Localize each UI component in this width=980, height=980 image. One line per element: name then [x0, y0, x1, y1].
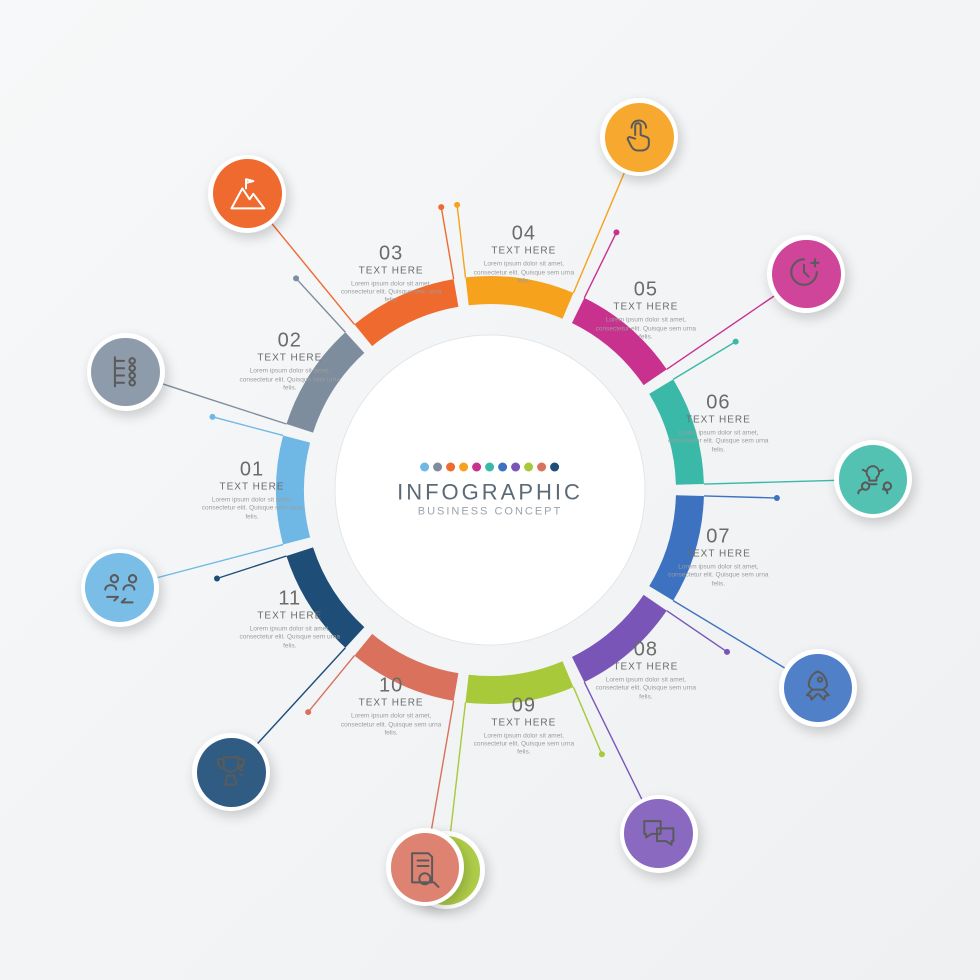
- clock-plus-icon: [784, 252, 828, 296]
- trophy-icon: [209, 750, 253, 794]
- ring-segment-08: [578, 603, 655, 670]
- icon-circle-04: [600, 98, 678, 176]
- icon-circle-07: [779, 649, 857, 727]
- ring-segment-01: [290, 439, 297, 541]
- ring-segment-07: [661, 496, 690, 594]
- ring-segment-09: [467, 674, 568, 690]
- ring-segment-10: [363, 645, 456, 687]
- ring-segment-06: [661, 387, 690, 485]
- icon-circle-11: [192, 733, 270, 811]
- center-title-text: INFOGRAPHIC: [397, 480, 583, 506]
- doc-search-icon: [403, 846, 447, 890]
- mountain-flag-icon: [226, 172, 270, 216]
- org-chart-icon: [104, 350, 148, 394]
- rocket-icon: [796, 666, 840, 710]
- people-swap-icon: [98, 566, 142, 610]
- icon-circle-05: [767, 235, 845, 313]
- center-title: INFOGRAPHIC BUSINESS CONCEPT: [397, 463, 583, 518]
- center-subtitle-text: BUSINESS CONCEPT: [397, 506, 583, 518]
- icon-circle-06: [834, 440, 912, 518]
- icon-circle-10: [386, 828, 464, 906]
- chat-docs-icon: [637, 812, 681, 856]
- ring-segment-05: [578, 310, 655, 377]
- ring-segment-02: [300, 343, 355, 429]
- ring-segment-03: [363, 293, 456, 335]
- icon-circle-02: [87, 333, 165, 411]
- hand-tap-icon: [617, 115, 661, 159]
- ring-segment-04: [467, 290, 568, 306]
- ring-segment-11: [300, 552, 355, 638]
- icon-circle-03: [208, 155, 286, 233]
- icon-circle-01: [81, 549, 159, 627]
- center-dots: [397, 463, 583, 472]
- idea-team-icon: [851, 457, 895, 501]
- icon-circle-08: [620, 795, 698, 873]
